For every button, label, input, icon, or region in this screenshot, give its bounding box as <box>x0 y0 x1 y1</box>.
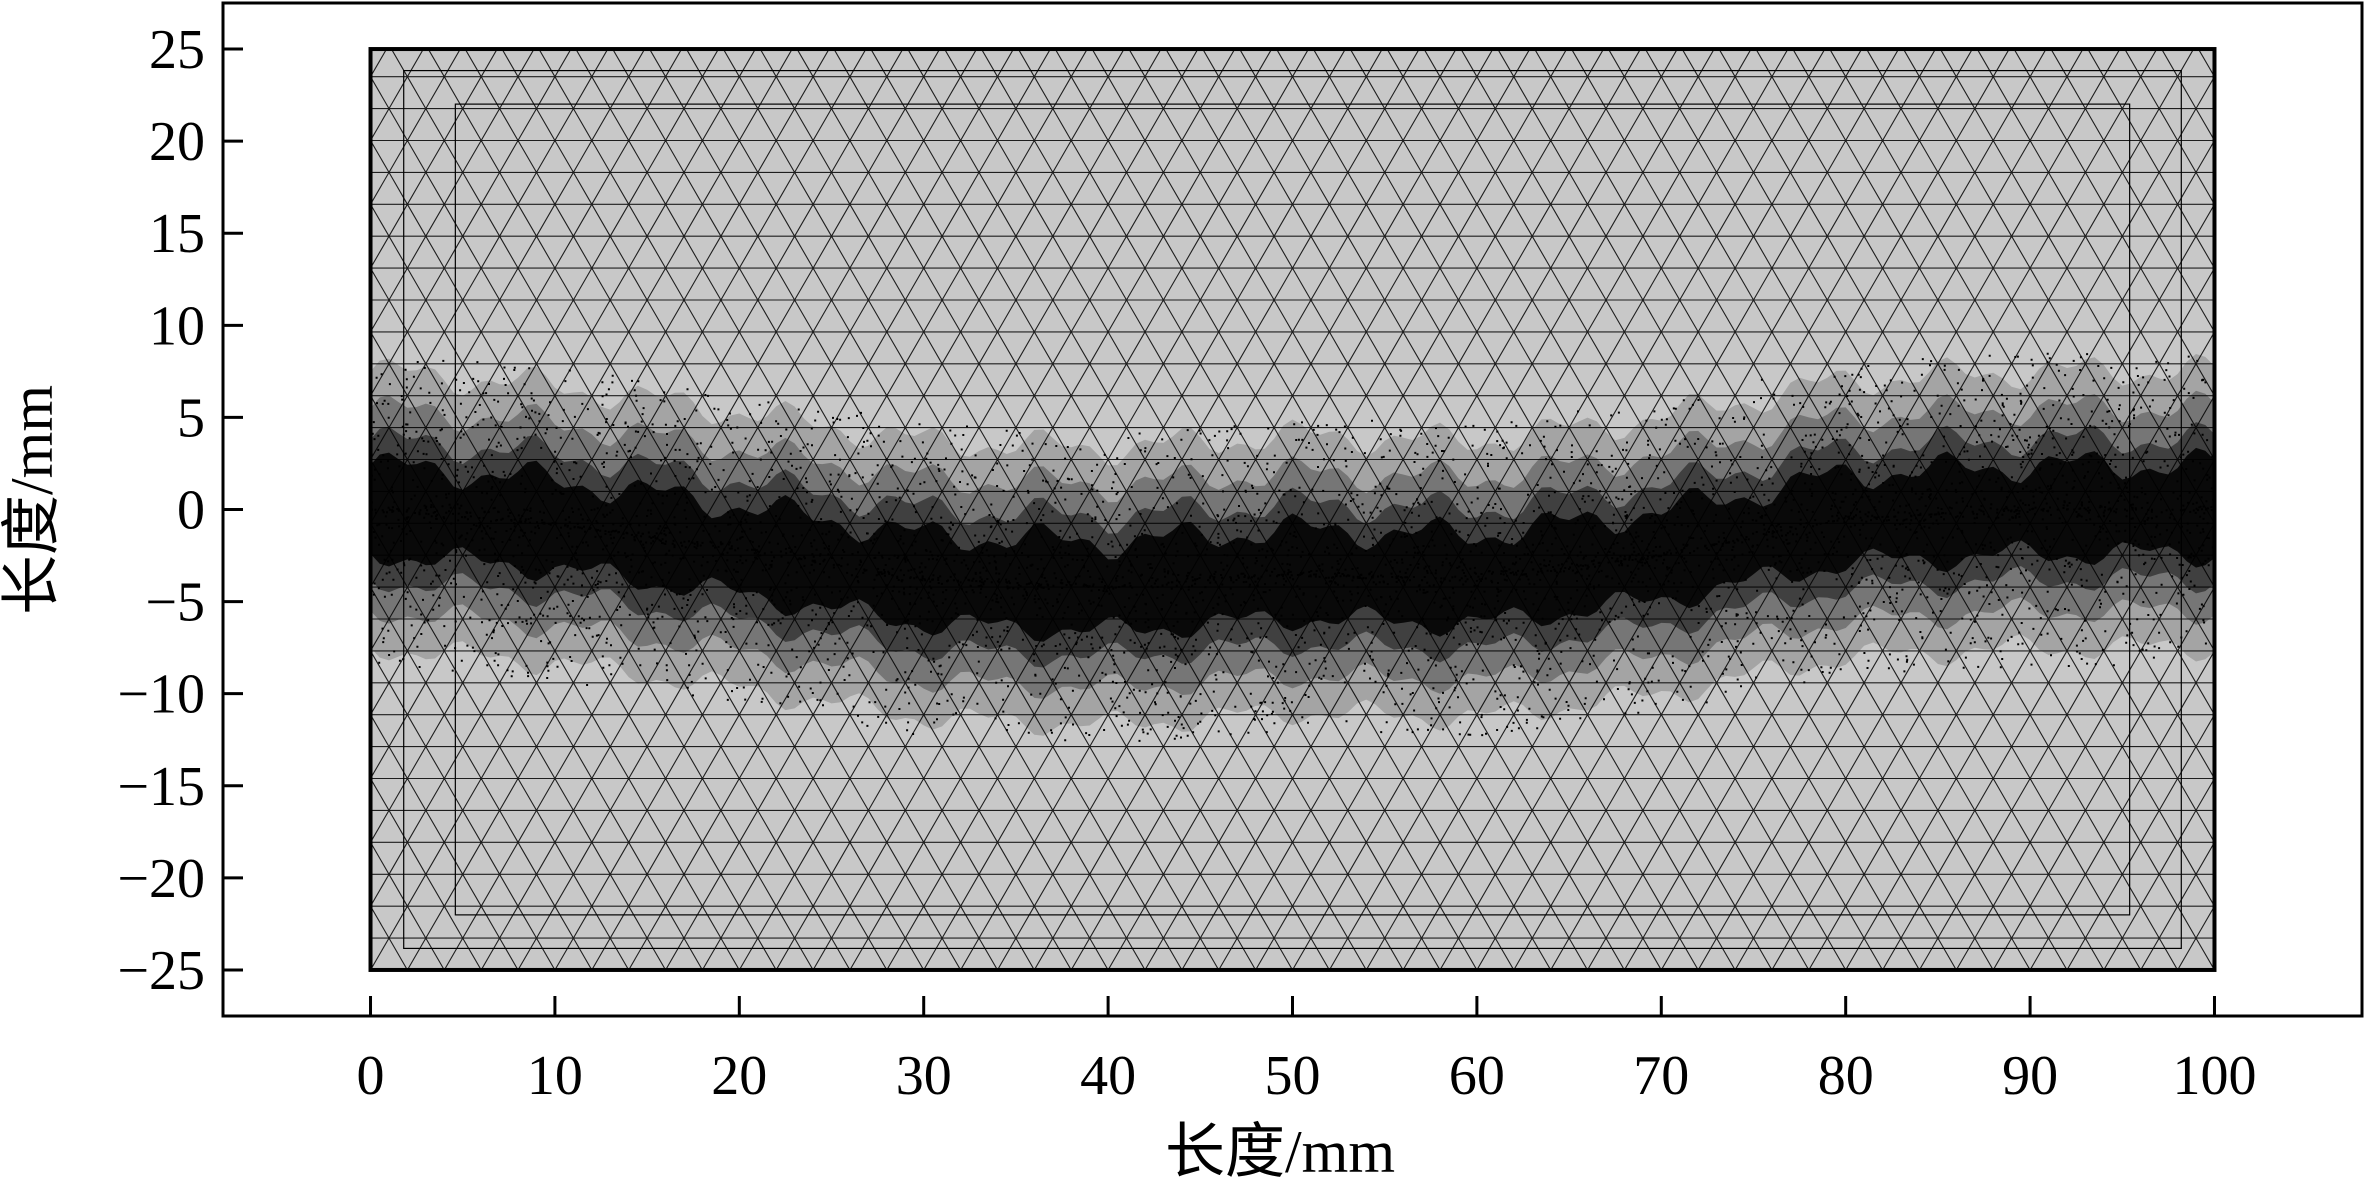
y-tick-label: 0 <box>177 480 205 542</box>
x-tick-label: 70 <box>1633 1045 1689 1107</box>
y-tick-label: 5 <box>177 387 205 449</box>
x-tick-label: 40 <box>1080 1045 1136 1107</box>
x-tick-label: 100 <box>2172 1045 2256 1107</box>
y-tick-label: 25 <box>149 19 205 81</box>
y-tick-label: −5 <box>145 572 205 634</box>
x-tick-label: 30 <box>896 1045 952 1107</box>
x-tick-label: 0 <box>357 1045 385 1107</box>
x-tick-label: 10 <box>527 1045 583 1107</box>
x-tick-label: 90 <box>2002 1045 2058 1107</box>
y-axis-title: 长度/mm <box>0 385 65 615</box>
y-tick-label: −10 <box>117 664 205 726</box>
y-tick-label: 15 <box>149 203 205 265</box>
x-tick-label: 80 <box>1818 1045 1874 1107</box>
mesh-domain-border <box>368 47 2217 972</box>
x-tick-label: 20 <box>711 1045 767 1107</box>
y-tick-label: 10 <box>149 295 205 357</box>
y-tick-label: −25 <box>117 940 205 1002</box>
y-tick-label: 20 <box>149 111 205 173</box>
y-tick-label: −20 <box>117 848 205 910</box>
x-axis-title: 长度/mm <box>1165 1119 1395 1185</box>
x-tick-label: 60 <box>1449 1045 1505 1107</box>
axes-layer: 0 10 20 30 40 50 60 70 80 90 1002520151050−5−10−15… <box>117 19 2256 1107</box>
y-tick-label: −15 <box>117 756 205 818</box>
mesh-layer <box>368 47 2217 972</box>
x-tick-label: 50 <box>1265 1045 1321 1107</box>
